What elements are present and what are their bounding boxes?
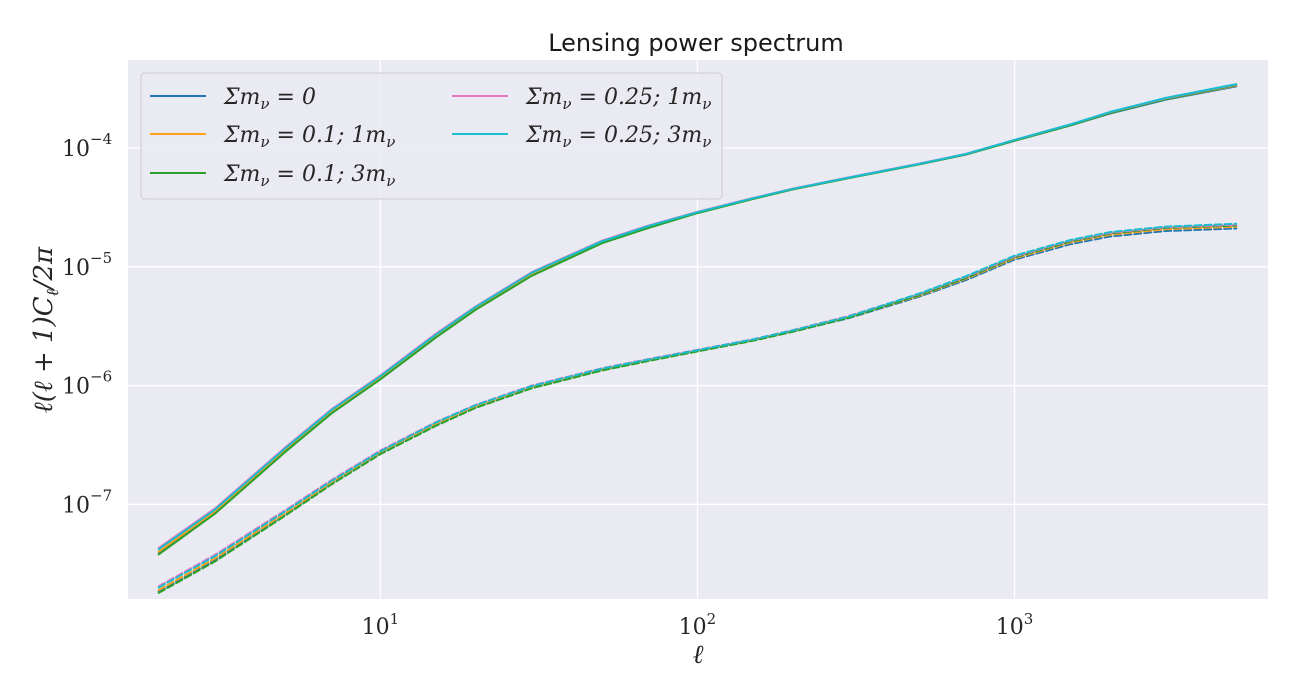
y-tick-label: 10−4 <box>62 130 112 162</box>
series-line-dashed-9 <box>157 222 1238 589</box>
legend-entry-label: Σmν = 0.1; 3mν <box>223 162 395 190</box>
y-tick-label: 10−5 <box>62 249 112 281</box>
legend-entry-label: Σmν = 0.25; 1mν <box>525 85 711 113</box>
y-axis-label: ℓ(ℓ + 1)Cℓ/2π <box>29 246 63 413</box>
data-series <box>157 83 1238 594</box>
svg-text:ℓ(ℓ + 1)Cℓ/2π: ℓ(ℓ + 1)Cℓ/2π <box>29 246 63 413</box>
legend-box <box>140 72 723 200</box>
x-axis-label: ℓ <box>693 640 704 670</box>
legend-entry-label: Σmν = 0.1; 1mν <box>223 123 395 151</box>
chart-title: Lensing power spectrum <box>548 29 844 57</box>
x-axis-ticks: 101 102 103 <box>362 610 1034 640</box>
y-axis-ticks: 10−7 10−6 10−5 10−4 <box>62 130 112 518</box>
y-axis-label-tail: /2π <box>29 246 59 292</box>
x-tick-label: 102 <box>679 610 717 640</box>
legend-entry-label: Σmν = 0 <box>223 85 316 113</box>
series-line-4 <box>157 83 1238 551</box>
x-tick-label: 101 <box>362 610 400 640</box>
legend: Σmν = 0 Σmν = 0.1; 1mν Σmν = 0.1; 3mν Σmν =… <box>140 72 723 200</box>
y-axis-label-sub: ℓ <box>43 289 63 296</box>
x-tick-label: 103 <box>996 610 1034 640</box>
legend-entry-label: Σmν = 0.25; 3mν <box>525 123 711 151</box>
y-tick-label: 10−7 <box>62 486 112 518</box>
y-tick-label: 10−6 <box>62 368 112 400</box>
y-axis-label-main: ℓ(ℓ + 1)C <box>29 296 59 413</box>
